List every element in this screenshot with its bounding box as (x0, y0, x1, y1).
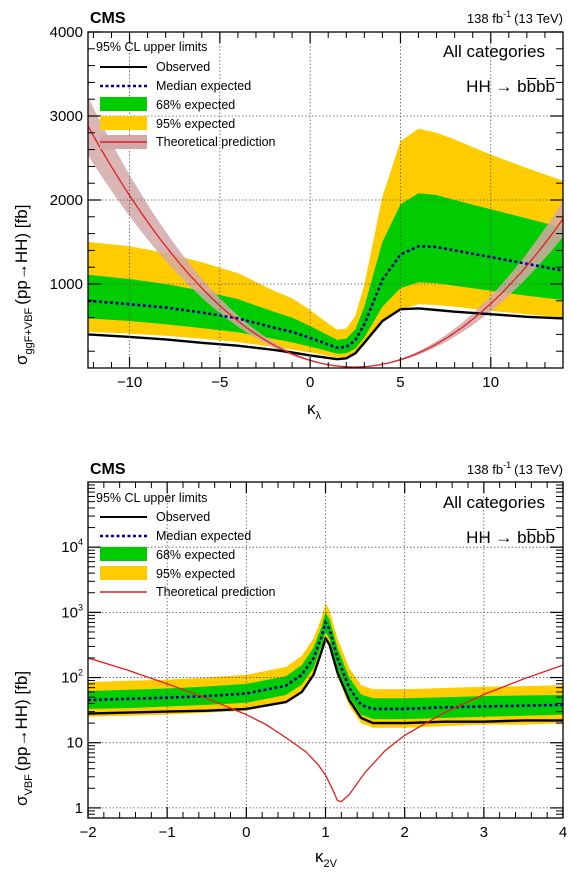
top-theory-line (88, 125, 563, 368)
bottom-x-tick-label: 2 (400, 824, 408, 841)
bottom-x-tick-label: 0 (242, 824, 250, 841)
top-legend-95-swatch (100, 116, 147, 130)
top-category-label: All categories (443, 42, 545, 61)
top-median-line (88, 244, 563, 350)
bottom-legend-title: 95% CL upper limits (96, 491, 207, 505)
bottom-x-tick-label: 4 (559, 824, 567, 841)
bottom-y-axis-label: σVBF(pp→HH) [fb] (12, 671, 35, 806)
bottom-frame (87, 481, 564, 819)
top-chart: CMS 138 fb-1 (13 TeV) −10 −5 0 5 10 1000 2000 30… (12, 9, 564, 422)
top-y-axis-label: σggF+VBF(pp→HH) [fb] (12, 205, 35, 365)
bottom-legend-95-swatch (100, 566, 147, 580)
top-x-axis-label: κλ (307, 399, 322, 422)
bottom-band-68 (88, 612, 563, 720)
top-theory-band (88, 97, 563, 368)
top-band-68 (88, 193, 563, 354)
top-x-tick-label: −5 (211, 374, 228, 391)
top-legend-68: 68% expected (156, 98, 235, 112)
bottom-legend-68: 68% expected (156, 548, 235, 562)
top-grid (88, 32, 563, 368)
top-series-layer (88, 97, 563, 368)
bottom-y-tick-label: 104 (61, 537, 83, 556)
bottom-channel-label: HH → bb̅bb̅ (466, 528, 555, 547)
bottom-y-tick-label: 10 (66, 735, 83, 752)
bottom-legend-observed: Observed (156, 510, 210, 524)
bottom-legend-95: 95% expected (156, 567, 235, 581)
bottom-y-tick-label: 1 (75, 800, 83, 817)
top-x-tick-label: 5 (396, 374, 404, 391)
bottom-observed-line (88, 637, 563, 725)
bottom-legend: 95% CL upper limits Observed Median expe… (96, 491, 276, 599)
bottom-legend-68-swatch (100, 547, 147, 561)
bottom-chart: CMS 138 fb-1 (13 TeV) −2 −1 0 1 2 3 4 1 10 102 103 1… (12, 460, 567, 870)
top-frame (87, 31, 564, 369)
bottom-category-label: All categories (443, 493, 545, 512)
top-ticks (88, 31, 564, 368)
bottom-tick-labels: −2 −1 0 1 2 3 4 1 10 102 103 104 (61, 537, 567, 841)
top-channel-label: HH → bb̅bb̅ (466, 77, 555, 96)
top-plot-area: −10 −5 0 5 10 1000 2000 3000 4000 (50, 24, 564, 391)
top-y-tick-label: 3000 (50, 108, 83, 125)
bottom-x-tick-label: 1 (321, 824, 329, 841)
bottom-x-tick-label: −1 (159, 824, 176, 841)
top-legend-68-swatch (100, 97, 147, 111)
bottom-ticks (87, 482, 564, 819)
top-x-tick-label: −10 (117, 374, 142, 391)
top-observed-line (88, 307, 563, 361)
top-x-tick-label: 0 (306, 374, 314, 391)
top-legend-95: 95% expected (156, 117, 235, 131)
bottom-legend-theory: Theoretical prediction (156, 585, 276, 599)
top-legend: 95% CL upper limits Observed Median expe… (96, 40, 276, 149)
top-legend-observed: Observed (156, 60, 210, 74)
bottom-theory-line (88, 657, 563, 803)
top-y-tick-label: 1000 (50, 276, 83, 293)
top-y-tick-label: 4000 (50, 24, 83, 41)
bottom-series-layer (88, 603, 563, 803)
bottom-x-axis-label: κ2V (315, 847, 338, 870)
bottom-y-tick-label: 102 (61, 668, 83, 687)
bottom-experiment-label: CMS (90, 461, 126, 478)
bottom-y-tick-label: 103 (61, 602, 83, 621)
bottom-x-tick-label: 3 (480, 824, 488, 841)
top-x-tick-label: 10 (482, 374, 499, 391)
top-tick-labels: −10 −5 0 5 10 1000 2000 3000 4000 (50, 24, 499, 391)
top-lumi-label: 138 fb-1 (13 TeV) (467, 9, 563, 26)
bottom-x-tick-label: −2 (79, 824, 96, 841)
top-y-tick-label: 2000 (50, 192, 83, 209)
top-legend-title: 95% CL upper limits (96, 40, 207, 54)
top-legend-theory: Theoretical prediction (156, 135, 276, 149)
bottom-legend-median: Median expected (156, 529, 251, 543)
top-experiment-label: CMS (90, 10, 126, 27)
top-legend-median: Median expected (156, 79, 251, 93)
bottom-lumi-label: 138 fb-1 (13 TeV) (467, 460, 563, 477)
